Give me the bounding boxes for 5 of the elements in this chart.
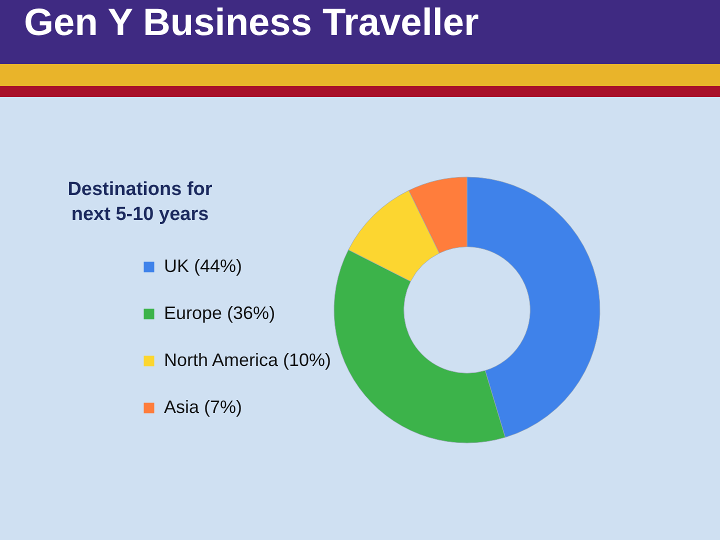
legend-label: UK (44%) — [164, 256, 242, 276]
legend-title: Destinations for next 5-10 years — [68, 179, 213, 225]
legend-label: North America (10%) — [164, 350, 332, 370]
legend-label: Europe (36%) — [164, 303, 276, 323]
legend-label: Asia (7%) — [164, 397, 242, 417]
